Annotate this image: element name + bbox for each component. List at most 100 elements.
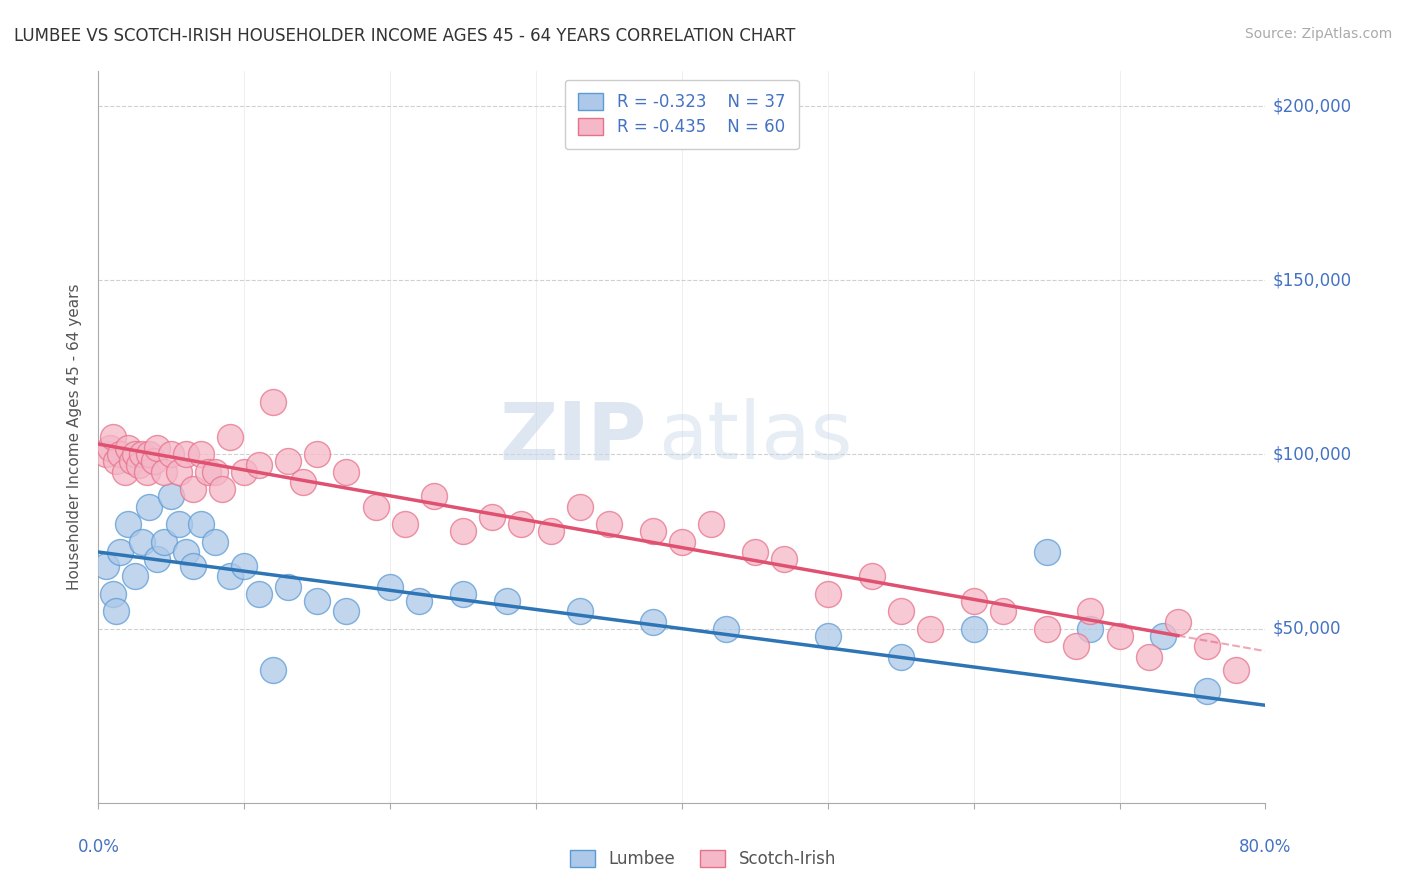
Point [247, 587, 270, 601]
Point [211, 483, 233, 497]
Point [101, 430, 124, 444]
Point [167, 517, 190, 532]
Point [495, 594, 517, 608]
Text: Source: ZipAtlas.com: Source: ZipAtlas.com [1244, 27, 1392, 41]
Point [218, 430, 240, 444]
Point [131, 534, 153, 549]
Point [568, 604, 591, 618]
Point [291, 475, 314, 490]
Point [641, 615, 664, 629]
Point [104, 454, 127, 468]
Point [146, 441, 169, 455]
Point [181, 483, 204, 497]
Point [744, 545, 766, 559]
Point [671, 534, 693, 549]
Point [1064, 639, 1087, 653]
Point [197, 465, 219, 479]
Point [262, 664, 284, 678]
Point [121, 454, 143, 468]
Point [190, 517, 212, 532]
Text: $100,000: $100,000 [1272, 445, 1351, 464]
Point [104, 604, 127, 618]
Point [860, 569, 883, 583]
Point [1080, 604, 1102, 618]
Point [204, 465, 226, 479]
Point [142, 454, 165, 468]
Legend: Lumbee, Scotch-Irish: Lumbee, Scotch-Irish [564, 843, 842, 875]
Point [135, 465, 157, 479]
Text: atlas: atlas [658, 398, 853, 476]
Text: $50,000: $50,000 [1272, 620, 1341, 638]
Point [714, 622, 737, 636]
Point [510, 517, 533, 532]
Point [94, 448, 117, 462]
Point [991, 604, 1014, 618]
Point [153, 465, 176, 479]
Point [364, 500, 387, 514]
Text: LUMBEE VS SCOTCH-IRISH HOUSEHOLDER INCOME AGES 45 - 64 YEARS CORRELATION CHART: LUMBEE VS SCOTCH-IRISH HOUSEHOLDER INCOM… [14, 27, 796, 45]
Point [817, 629, 839, 643]
Point [204, 534, 226, 549]
Point [817, 587, 839, 601]
Point [962, 622, 984, 636]
Point [423, 489, 446, 503]
Point [233, 558, 256, 573]
Point [110, 448, 132, 462]
Text: 80.0%: 80.0% [1239, 838, 1292, 856]
Point [335, 465, 357, 479]
Point [641, 524, 664, 538]
Point [394, 517, 416, 532]
Point [110, 545, 132, 559]
Point [890, 649, 912, 664]
Point [568, 500, 591, 514]
Point [1035, 622, 1057, 636]
Point [101, 587, 124, 601]
Point [160, 489, 183, 503]
Point [335, 604, 357, 618]
Point [1225, 664, 1247, 678]
Point [181, 558, 204, 573]
Text: $200,000: $200,000 [1272, 97, 1351, 115]
Point [114, 465, 136, 479]
Point [233, 465, 256, 479]
Point [700, 517, 723, 532]
Point [1035, 545, 1057, 559]
Point [307, 594, 329, 608]
Point [277, 454, 299, 468]
Point [918, 622, 941, 636]
Text: $150,000: $150,000 [1272, 271, 1351, 289]
Point [117, 441, 139, 455]
Point [128, 458, 150, 472]
Point [1195, 639, 1218, 653]
Point [247, 458, 270, 472]
Point [138, 500, 160, 514]
Point [94, 558, 117, 573]
Point [451, 587, 474, 601]
Point [277, 580, 299, 594]
Point [124, 569, 146, 583]
Point [262, 395, 284, 409]
Point [307, 448, 329, 462]
Point [890, 604, 912, 618]
Point [174, 448, 197, 462]
Point [146, 552, 169, 566]
Point [451, 524, 474, 538]
Point [1195, 684, 1218, 698]
Point [1080, 622, 1102, 636]
Point [773, 552, 796, 566]
Point [540, 524, 562, 538]
Text: ZIP: ZIP [499, 398, 647, 476]
Point [1152, 629, 1174, 643]
Text: 0.0%: 0.0% [77, 838, 120, 856]
Legend: R = -0.323    N = 37, R = -0.435    N = 60: R = -0.323 N = 37, R = -0.435 N = 60 [565, 79, 799, 149]
Point [138, 448, 160, 462]
Point [218, 569, 240, 583]
Point [962, 594, 984, 608]
Point [190, 448, 212, 462]
Point [124, 448, 146, 462]
Point [131, 448, 153, 462]
Point [408, 594, 430, 608]
Point [117, 517, 139, 532]
Point [1137, 649, 1160, 664]
Point [153, 534, 176, 549]
